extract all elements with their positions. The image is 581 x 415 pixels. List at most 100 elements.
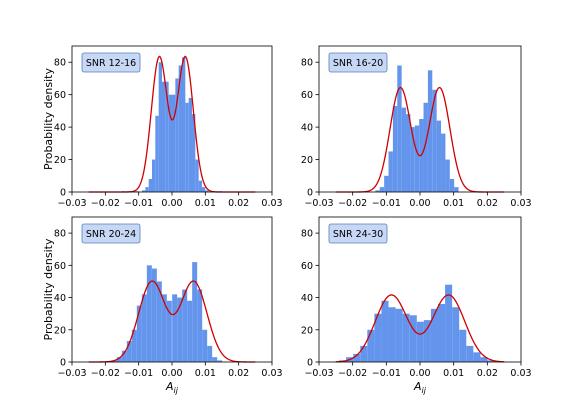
- legend-label: SNR 24-30: [333, 229, 383, 240]
- x-tick-label: 0.00: [161, 368, 182, 379]
- histogram-bar: [432, 89, 437, 192]
- x-tick-label: 0.03: [510, 198, 531, 209]
- x-tick-label: 0.01: [443, 368, 464, 379]
- histogram-bar: [414, 125, 420, 192]
- y-axis-label: Probability density: [42, 238, 55, 340]
- x-tick-label: 0.00: [161, 198, 182, 209]
- y-tick-label: 40: [54, 123, 66, 134]
- histogram-bar: [445, 159, 450, 192]
- x-tick-label: 0.01: [443, 198, 464, 209]
- histogram-bar: [392, 106, 398, 192]
- legend-box: [81, 223, 141, 244]
- histogram-bar: [166, 300, 172, 362]
- histogram-bar: [487, 360, 495, 362]
- fit-curve: [88, 280, 256, 363]
- histogram-bar: [401, 107, 407, 192]
- legend-label: SNR 20-24: [86, 229, 136, 240]
- y-tick-label: 40: [301, 293, 313, 304]
- y-tick-label: 80: [54, 229, 66, 240]
- histogram-bar: [459, 329, 467, 362]
- panel-2: −0.03 −0.02 −0.01 0.00 0.01 0.02 0.03 0 20 40 60 80…: [301, 45, 532, 209]
- histogram-bar: [152, 159, 156, 192]
- x-tick-label: −0.01: [372, 198, 401, 209]
- histogram-bar: [165, 81, 169, 192]
- histogram-bar: [185, 102, 189, 192]
- histogram-bar: [207, 345, 213, 362]
- y-tick-label: 60: [301, 261, 313, 272]
- x-tick-label: 0.00: [409, 368, 430, 379]
- y-tick-label: 60: [54, 90, 66, 101]
- x-axis-label: Aij: [413, 380, 427, 395]
- histogram-bar: [202, 187, 206, 192]
- histogram-bar: [395, 308, 403, 362]
- histogram-bar: [384, 175, 389, 192]
- legend-box: [328, 223, 388, 244]
- histogram-bar: [452, 307, 460, 362]
- legend-label: SNR 16-20: [333, 58, 383, 69]
- histogram-bar: [423, 320, 431, 362]
- histogram-bar: [178, 65, 182, 192]
- y-tick-label: 80: [301, 58, 313, 69]
- histogram-bar: [205, 190, 209, 192]
- histogram-bar: [195, 159, 199, 192]
- x-tick-label: −0.02: [338, 198, 367, 209]
- histogram-bar: [172, 294, 178, 362]
- y-tick-label: 20: [301, 155, 313, 166]
- histogram-bar: [155, 115, 159, 192]
- histogram-bar: [116, 357, 122, 362]
- x-tick-label: −0.03: [57, 198, 86, 209]
- x-tick-label: −0.01: [124, 368, 153, 379]
- x-tick-label: −0.01: [372, 368, 401, 379]
- panel-3: −0.03 −0.02 −0.01 0.00 0.01 0.02 0.03 0 20 40 60 80…: [42, 216, 283, 395]
- histogram-bar: [156, 281, 162, 362]
- histogram-bar: [187, 300, 193, 362]
- histogram-bar: [416, 321, 424, 362]
- y-tick-label: 60: [301, 90, 313, 101]
- x-tick-label: −0.02: [91, 368, 120, 379]
- y-tick-label: 0: [307, 358, 313, 369]
- histogram-bar: [145, 187, 149, 192]
- histogram-bar: [402, 313, 410, 362]
- histogram-bar: [212, 357, 218, 362]
- x-tick-label: −0.01: [124, 198, 153, 209]
- histogram-bar: [141, 294, 147, 362]
- histogram-bar: [192, 114, 196, 192]
- histogram-bar: [131, 329, 137, 362]
- x-tick-label: 0.02: [228, 198, 249, 209]
- histogram-bar: [146, 265, 152, 362]
- histogram-bar: [454, 187, 459, 192]
- histogram-bar: [126, 341, 132, 362]
- histogram-bar: [148, 179, 152, 192]
- y-tick-label: 0: [307, 188, 313, 199]
- panel-4: −0.03 −0.02 −0.01 0.00 0.01 0.02 0.03 0 20 40 60 80…: [301, 216, 532, 395]
- y-tick-label: 20: [54, 155, 66, 166]
- histogram-bar: [388, 307, 396, 362]
- x-tick-label: 0.02: [228, 368, 249, 379]
- histogram-bar: [136, 305, 142, 362]
- x-tick-label: 0.03: [510, 368, 531, 379]
- x-tick-label: 0.03: [261, 368, 282, 379]
- fit-curve: [335, 294, 505, 363]
- histogram-bar: [397, 65, 402, 192]
- histogram-bar: [182, 289, 188, 362]
- histogram-bar: [375, 190, 380, 192]
- histogram-bar: [381, 300, 389, 362]
- histogram-bar: [438, 304, 446, 362]
- x-axis-label: Aij: [165, 380, 179, 395]
- histogram-bar: [188, 97, 192, 192]
- histogram-bar: [192, 262, 198, 362]
- histogram-bar: [406, 114, 411, 192]
- y-tick-label: 80: [301, 229, 313, 240]
- histogram-bar: [480, 357, 488, 362]
- histogram-bar: [121, 350, 127, 362]
- y-tick-label: 60: [54, 261, 66, 272]
- y-tick-label: 0: [60, 188, 66, 199]
- histogram-bar: [367, 329, 375, 362]
- histogram-bar: [379, 187, 385, 192]
- histogram-bar: [142, 190, 146, 192]
- y-tick-label: 40: [301, 123, 313, 134]
- histogram-bar: [197, 289, 203, 362]
- y-tick-label: 80: [54, 58, 66, 69]
- histogram-bar: [217, 360, 223, 362]
